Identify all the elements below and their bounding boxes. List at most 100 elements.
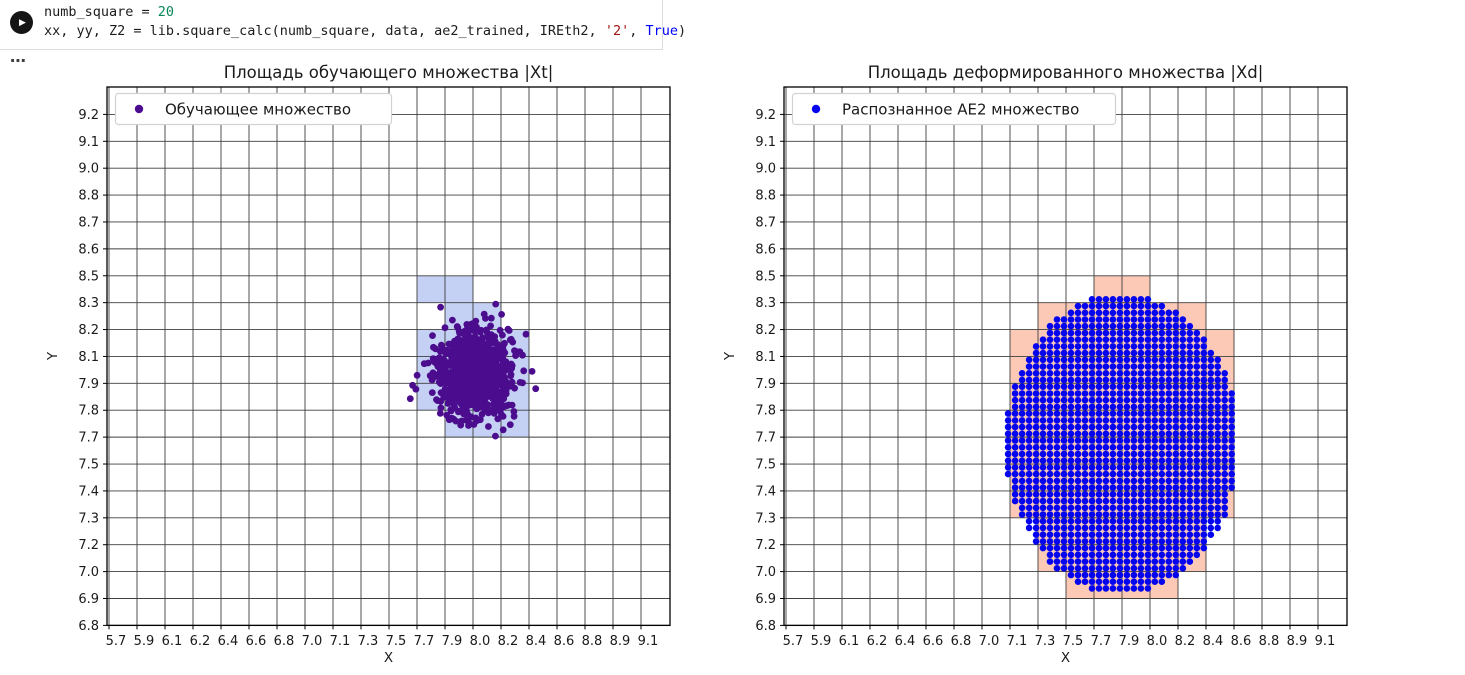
legend: Обучающее множество (114, 92, 393, 126)
svg-text:6.9: 6.9 (78, 592, 99, 607)
legend-marker (134, 104, 144, 114)
training-scatter (406, 300, 540, 440)
svg-text:7.0: 7.0 (979, 634, 1000, 649)
svg-text:8.5: 8.5 (755, 269, 776, 284)
svg-text:6.8: 6.8 (755, 619, 776, 634)
svg-text:7.9: 7.9 (78, 377, 99, 392)
svg-text:7.5: 7.5 (386, 634, 407, 649)
svg-text:5.9: 5.9 (811, 634, 832, 649)
y-axis-label: Y (722, 351, 738, 361)
svg-text:7.9: 7.9 (1119, 634, 1140, 649)
training-set-plot: Площадь обучающего множества |Xt| 5.7 5.9 6… (45, 63, 671, 666)
svg-text:9.1: 9.1 (638, 634, 659, 649)
grid (107, 87, 670, 626)
svg-text:7.0: 7.0 (78, 565, 99, 580)
svg-text:9.0: 9.0 (78, 162, 99, 177)
code-editor[interactable]: numb_square = 20 xx, yy, Z2 = lib.square_… (44, 3, 686, 40)
svg-text:6.4: 6.4 (218, 634, 239, 649)
tick-labels: 5.7 5.9 6.1 6.2 6.4 6.6 6.8 7.0 7.1 7.3 7.5 7.7 7.9 8… (755, 108, 1335, 649)
deformed-set-plot: Площадь деформированного множества |Xd| 5… (722, 63, 1348, 666)
svg-text:7.2: 7.2 (78, 538, 99, 553)
legend-label: Распознанное AE2 множество (842, 101, 1079, 119)
svg-text:7.0: 7.0 (755, 565, 776, 580)
svg-text:6.2: 6.2 (190, 634, 211, 649)
svg-text:7.7: 7.7 (755, 431, 776, 446)
svg-text:5.9: 5.9 (134, 634, 155, 649)
svg-text:9.1: 9.1 (755, 135, 776, 150)
svg-text:8.6: 8.6 (554, 634, 575, 649)
svg-text:8.3: 8.3 (78, 296, 99, 311)
svg-text:6.6: 6.6 (246, 634, 267, 649)
svg-text:7.7: 7.7 (1091, 634, 1112, 649)
run-cell-button[interactable]: ▶ (10, 11, 33, 34)
svg-text:8.9: 8.9 (610, 634, 631, 649)
svg-text:8.8: 8.8 (582, 634, 603, 649)
svg-text:5.7: 5.7 (106, 634, 127, 649)
code-cell: ▶ numb_square = 20 xx, yy, Z2 = lib.squar… (0, 0, 686, 50)
svg-text:8.8: 8.8 (755, 189, 776, 204)
svg-text:7.1: 7.1 (330, 634, 351, 649)
svg-text:7.8: 7.8 (755, 404, 776, 419)
svg-text:9.1: 9.1 (1315, 634, 1336, 649)
svg-text:8.6: 8.6 (78, 242, 99, 257)
svg-text:9.0: 9.0 (755, 162, 776, 177)
ticks (103, 113, 642, 630)
svg-text:8.2: 8.2 (78, 323, 99, 338)
svg-text:7.5: 7.5 (78, 458, 99, 473)
x-axis-label: X (1061, 650, 1070, 666)
svg-text:7.3: 7.3 (78, 511, 99, 526)
svg-text:8.2: 8.2 (498, 634, 519, 649)
svg-text:9.1: 9.1 (78, 135, 99, 150)
detected-lattice (1004, 296, 1235, 592)
code-line-1: numb_square = 20 (44, 4, 175, 20)
svg-text:8.2: 8.2 (755, 323, 776, 338)
svg-text:7.4: 7.4 (78, 484, 99, 499)
svg-text:7.7: 7.7 (414, 634, 435, 649)
grid (784, 87, 1347, 626)
svg-text:7.1: 7.1 (1007, 634, 1028, 649)
tick-labels: 5.7 5.9 6.1 6.2 6.4 6.6 6.8 7.0 7.1 7.3 7.5 7.7 7.9 8… (78, 108, 658, 649)
svg-text:7.0: 7.0 (302, 634, 323, 649)
svg-text:8.3: 8.3 (755, 296, 776, 311)
svg-text:8.5: 8.5 (78, 269, 99, 284)
svg-text:8.4: 8.4 (526, 634, 547, 649)
svg-text:6.8: 6.8 (951, 634, 972, 649)
svg-text:9.2: 9.2 (78, 108, 99, 123)
svg-text:8.8: 8.8 (78, 189, 99, 204)
svg-text:5.7: 5.7 (783, 634, 804, 649)
svg-text:6.1: 6.1 (839, 634, 860, 649)
svg-text:7.3: 7.3 (1035, 634, 1056, 649)
svg-text:7.5: 7.5 (755, 458, 776, 473)
svg-text:7.3: 7.3 (358, 634, 379, 649)
svg-text:8.9: 8.9 (1287, 634, 1308, 649)
legend-label: Обучающее множество (165, 101, 351, 119)
svg-text:6.4: 6.4 (895, 634, 916, 649)
svg-text:6.1: 6.1 (162, 634, 183, 649)
svg-text:7.9: 7.9 (755, 377, 776, 392)
plot-title: Площадь деформированного множества |Xd| (868, 63, 1264, 82)
svg-text:7.4: 7.4 (755, 484, 776, 499)
ticks (780, 113, 1319, 630)
svg-text:8.0: 8.0 (470, 634, 491, 649)
svg-text:6.8: 6.8 (274, 634, 295, 649)
legend-marker (811, 104, 821, 114)
svg-text:7.9: 7.9 (442, 634, 463, 649)
svg-text:8.6: 8.6 (1231, 634, 1252, 649)
code-line-2: xx, yy, Z2 = lib.square_calc(numb_square… (44, 22, 687, 39)
svg-text:7.2: 7.2 (755, 538, 776, 553)
svg-text:8.8: 8.8 (1259, 634, 1280, 649)
cell-options-icon[interactable]: ⋯ (10, 51, 26, 70)
svg-text:7.7: 7.7 (78, 431, 99, 446)
svg-text:6.2: 6.2 (867, 634, 888, 649)
svg-text:9.2: 9.2 (755, 108, 776, 123)
svg-text:8.0: 8.0 (1147, 634, 1168, 649)
svg-text:8.4: 8.4 (1203, 634, 1224, 649)
legend: Распознанное AE2 множество (791, 92, 1117, 126)
svg-text:7.5: 7.5 (1063, 634, 1084, 649)
svg-text:6.6: 6.6 (923, 634, 944, 649)
x-axis-label: X (384, 650, 393, 666)
svg-text:8.6: 8.6 (755, 242, 776, 257)
svg-text:7.8: 7.8 (78, 404, 99, 419)
